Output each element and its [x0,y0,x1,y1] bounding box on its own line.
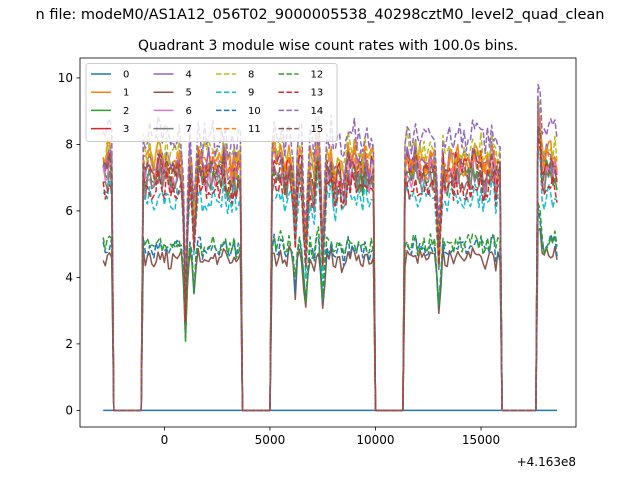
x-axis-ticks: 0 5000 10000 15000 [161,427,500,447]
plot-lines [102,83,558,412]
legend-label-8: 8 [248,70,254,81]
y-tick-label: 0 [65,404,73,418]
legend-label-6: 6 [186,106,192,117]
legend-label-7: 7 [186,124,192,135]
legend-label-5: 5 [186,88,192,99]
series-line-8 [102,96,558,412]
y-tick-label: 2 [65,337,73,351]
axes-border [79,57,577,428]
y-tick-label: 4 [65,271,73,285]
y-tick-label: 8 [65,138,73,152]
legend-label-12: 12 [311,70,324,81]
x-tick-label: 10000 [356,433,394,447]
series-line-15 [103,125,558,412]
legend-label-9: 9 [248,88,254,99]
series-line-13 [102,133,558,412]
series-line-11 [102,110,558,412]
legend-label-13: 13 [311,88,324,99]
x-tick-label: 0 [161,433,169,447]
chart-title: Quadrant 3 module wise count rates with … [138,38,518,54]
x-axis-offset-label: +4.163e8 [517,455,576,469]
legend-label-15: 15 [311,124,324,135]
legend-label-11: 11 [248,124,261,135]
axes-frame [79,57,577,428]
legend-label-4: 4 [186,70,192,81]
legend-label-2: 2 [123,106,129,117]
legend-label-14: 14 [311,106,324,117]
legend-label-10: 10 [248,106,261,117]
legend-label-1: 1 [123,88,129,99]
legend-label-3: 3 [123,124,129,135]
legend-box [85,63,338,142]
series-lines [102,83,558,412]
y-axis-ticks: 0 2 4 6 8 10 [58,71,80,418]
series-line-10 [102,204,558,412]
series-line-12 [102,201,558,412]
legend-label-0: 0 [123,70,129,81]
y-tick-label: 6 [65,204,73,218]
figure-suptitle: n file: modeM0/AS1A12_056T02_9000005538_… [36,7,605,23]
x-tick-label: 15000 [462,433,500,447]
x-tick-label: 5000 [255,433,286,447]
y-tick-label: 10 [58,71,73,85]
